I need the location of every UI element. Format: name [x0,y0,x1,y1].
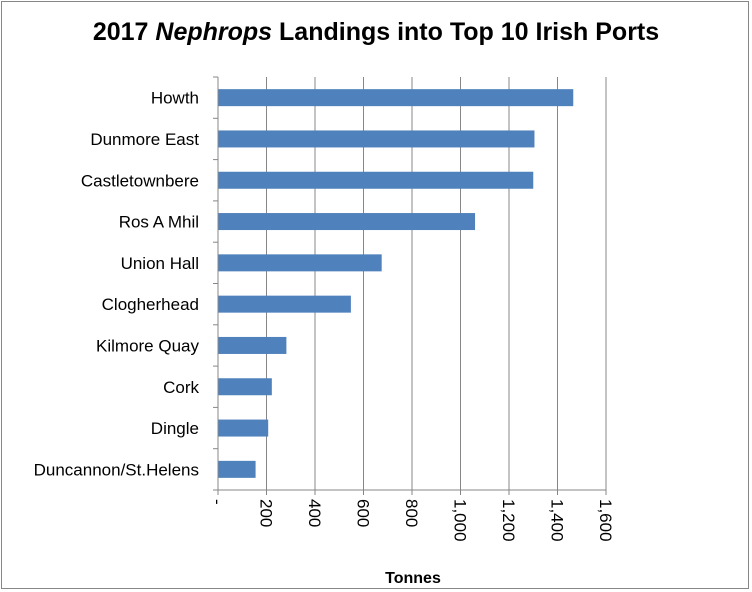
bar [218,171,534,189]
category-label: Duncannon/St.Helens [34,460,199,479]
category-labels: Howth Dunmore East Castletownbere Ros A Mhi… [34,89,200,480]
bar [218,89,574,107]
category-label: Kilmore Quay [96,336,199,355]
bar [218,336,287,354]
bars [218,89,574,478]
tick-label: 600 [354,499,373,527]
title-suffix: Landings into Top 10 Irish Ports [272,18,660,46]
category-label: Ros A Mhil [119,213,199,232]
tick-label: 1,400 [548,499,567,542]
category-label: Dunmore East [90,130,199,149]
tick-label: 200 [257,499,276,527]
axes [213,76,607,495]
x-axis-label: Tonnes [385,570,441,587]
category-label: Castletownbere [81,171,199,190]
bar [218,130,535,148]
category-label: Union Hall [121,254,199,273]
bar [218,213,476,231]
tick-label: 1,000 [451,499,470,542]
tick-label: 1,600 [596,499,615,542]
category-label: Cork [163,378,199,397]
bar [218,254,382,272]
title-prefix: 2017 [92,18,156,46]
bar [218,378,272,396]
title-italic: Nephrops [155,18,273,46]
tick-label: 400 [305,499,324,527]
tick-label: 1,200 [499,499,518,542]
tick-label: - [208,499,227,505]
category-label: Clogherhead [102,295,199,314]
category-label: Dingle [151,419,199,438]
bar [218,419,269,437]
bar [218,460,256,478]
tick-labels: - 200 400 600 800 1,000 1,200 1,400 1,600 [208,499,615,542]
chart-title: 2017 Nephrops Landings into Top 10 Irish… [0,18,752,47]
category-label: Howth [151,89,199,108]
bar [218,295,351,313]
tick-label: 800 [402,499,421,527]
